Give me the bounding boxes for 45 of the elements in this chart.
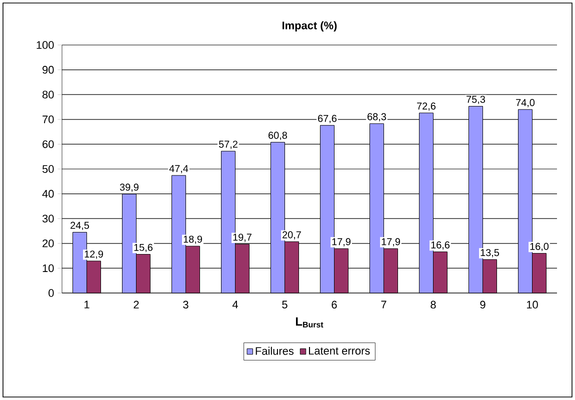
y-tick-label: 60 [42,140,54,148]
data-label: 18,9 [184,236,202,244]
data-label: 75,3 [466,96,486,104]
data-label: 15,6 [134,244,153,252]
data-label: 16,0 [530,242,549,252]
y-tick-label: 100 [36,41,54,49]
x-axis-title: L$_{Burst}$ [296,317,324,328]
data-label: 13,5 [480,249,500,258]
y-tick-label: 40 [42,190,54,198]
data-label: 74,0 [516,99,535,108]
x-tick-label: 7 [381,300,386,308]
y-tick-label: 90 [42,66,54,74]
data-label: 19,7 [233,234,252,242]
data-label: 20,7 [282,231,301,240]
x-tick-label: 2 [134,300,139,308]
y-tick-label: 80 [42,90,54,98]
data-label: 68,3 [368,113,386,122]
data-label: 72,6 [417,102,436,111]
data-label: 67,6 [318,114,337,124]
y-tick-label: 50 [42,165,54,173]
data-label: 47,4 [169,165,188,174]
y-tick-label: 30 [42,214,54,222]
x-tick-label: 6 [332,300,337,309]
y-tick-label: 20 [42,240,54,248]
x-tick-label: 5 [282,300,288,308]
y-tick-label: 10 [42,264,54,272]
data-label: 57,2 [218,140,238,149]
x-tick-label: 8 [430,300,436,309]
legend-label: Latent errors [308,346,370,355]
data-label: 16,6 [431,241,450,250]
y-tick-label: 0 [48,289,54,297]
chart-title: Impact (%) [282,21,337,32]
x-tick-label: 9 [480,300,486,309]
x-tick-label: 1 [84,300,90,308]
data-label: 60,8 [268,132,288,140]
x-tick-label: 4 [232,300,238,308]
data-label: 17,9 [332,238,350,246]
x-tick-label: 10 [526,300,538,309]
legend-label: Failures [256,346,294,355]
y-tick-label: 70 [42,116,54,124]
data-label: 24,5 [70,222,90,230]
data-label: 12,9 [84,250,103,259]
x-tick-label: 3 [183,300,188,309]
data-label: 17,9 [382,238,400,246]
data-label: 39,9 [120,184,138,192]
